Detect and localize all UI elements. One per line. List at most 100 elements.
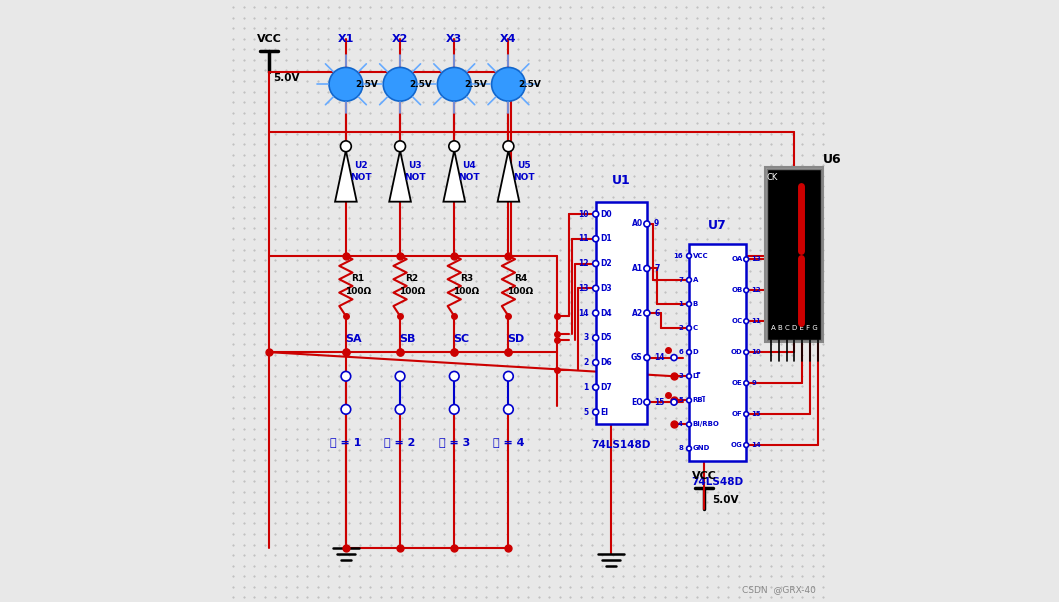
- Text: U2: U2: [354, 161, 367, 170]
- Text: U5: U5: [517, 161, 531, 170]
- Text: 7: 7: [678, 277, 683, 283]
- Text: 74LS148D: 74LS148D: [592, 441, 651, 450]
- Circle shape: [743, 442, 749, 447]
- Text: 100Ω: 100Ω: [399, 288, 425, 296]
- Text: 2.5V: 2.5V: [518, 80, 541, 88]
- Circle shape: [686, 278, 692, 282]
- Text: 键 = 3: 键 = 3: [438, 438, 470, 447]
- Text: 74LS48D: 74LS48D: [692, 477, 743, 486]
- Text: 13: 13: [578, 284, 589, 293]
- Text: R1: R1: [352, 275, 364, 283]
- Text: 3: 3: [584, 334, 589, 343]
- Circle shape: [743, 288, 749, 293]
- Text: RBI̅: RBI̅: [693, 397, 705, 403]
- Circle shape: [686, 422, 692, 427]
- Text: NOT: NOT: [459, 173, 480, 182]
- Circle shape: [671, 399, 677, 405]
- Circle shape: [341, 141, 352, 152]
- Text: 16: 16: [674, 253, 683, 259]
- Bar: [768, 169, 822, 340]
- Text: NOT: NOT: [351, 173, 372, 182]
- Circle shape: [449, 405, 459, 414]
- Text: 2.5V: 2.5V: [464, 80, 487, 88]
- Circle shape: [593, 384, 598, 390]
- Circle shape: [593, 310, 598, 316]
- Text: 100Ω: 100Ω: [453, 288, 480, 296]
- Text: A0: A0: [631, 220, 643, 228]
- Polygon shape: [335, 150, 357, 202]
- Circle shape: [449, 141, 460, 152]
- Text: 键 = 1: 键 = 1: [330, 438, 361, 447]
- Circle shape: [644, 310, 650, 316]
- Text: D1: D1: [600, 234, 611, 243]
- Text: 10: 10: [752, 349, 761, 355]
- Circle shape: [743, 412, 749, 417]
- Text: D6: D6: [600, 358, 611, 367]
- Circle shape: [644, 265, 650, 272]
- Text: A1: A1: [631, 264, 643, 273]
- Text: 3: 3: [678, 373, 683, 379]
- Text: 100Ω: 100Ω: [345, 288, 371, 296]
- Text: 2.5V: 2.5V: [410, 80, 432, 88]
- Circle shape: [743, 319, 749, 324]
- Text: 15: 15: [752, 411, 761, 417]
- Text: SD: SD: [507, 334, 524, 344]
- Text: D7: D7: [600, 383, 612, 392]
- Text: A: A: [693, 277, 698, 283]
- Text: U6: U6: [823, 153, 842, 166]
- Circle shape: [504, 371, 514, 381]
- Text: 11: 11: [752, 318, 761, 324]
- Circle shape: [686, 302, 692, 306]
- Text: 14: 14: [752, 442, 761, 448]
- Text: 11: 11: [578, 234, 589, 243]
- Text: X3: X3: [446, 34, 463, 44]
- Text: D4: D4: [600, 309, 611, 317]
- Circle shape: [504, 405, 514, 414]
- Bar: [596, 202, 647, 424]
- Circle shape: [644, 221, 650, 227]
- Circle shape: [686, 326, 692, 330]
- Text: CSDN  @GRX-40: CSDN @GRX-40: [741, 586, 815, 594]
- Text: OB: OB: [732, 287, 742, 293]
- Circle shape: [395, 405, 405, 414]
- Text: OC: OC: [732, 318, 742, 324]
- Text: VCC: VCC: [257, 34, 282, 44]
- Bar: [689, 244, 747, 461]
- Text: C: C: [693, 325, 698, 331]
- Text: X1: X1: [338, 34, 354, 44]
- Text: U1: U1: [612, 174, 631, 187]
- Text: VCC: VCC: [693, 253, 708, 259]
- Circle shape: [686, 350, 692, 355]
- Circle shape: [593, 335, 598, 341]
- Text: 5.0V: 5.0V: [712, 495, 738, 504]
- Text: 6: 6: [678, 349, 683, 355]
- Circle shape: [395, 371, 405, 381]
- Text: SC: SC: [453, 334, 469, 344]
- Text: CK: CK: [767, 173, 777, 182]
- Text: 9: 9: [752, 380, 756, 386]
- Polygon shape: [498, 150, 519, 202]
- Text: 14: 14: [654, 353, 665, 362]
- Circle shape: [671, 355, 677, 361]
- Text: A2: A2: [631, 309, 643, 317]
- Text: D3: D3: [600, 284, 611, 293]
- Circle shape: [644, 355, 650, 361]
- Text: 键 = 4: 键 = 4: [492, 438, 524, 447]
- Text: OD: OD: [731, 349, 742, 355]
- Text: EI: EI: [600, 408, 608, 417]
- Circle shape: [449, 371, 459, 381]
- Circle shape: [593, 211, 598, 217]
- Circle shape: [593, 285, 598, 291]
- Polygon shape: [444, 150, 465, 202]
- Text: X4: X4: [500, 34, 517, 44]
- Text: GND: GND: [693, 445, 710, 452]
- Circle shape: [593, 261, 598, 267]
- Text: D5: D5: [600, 334, 611, 343]
- Text: NOT: NOT: [513, 173, 535, 182]
- Circle shape: [329, 67, 363, 101]
- Text: U7: U7: [708, 219, 726, 232]
- Text: 5: 5: [584, 408, 589, 417]
- Text: A B C D E F G: A B C D E F G: [771, 325, 818, 331]
- Text: 键 = 2: 键 = 2: [384, 438, 416, 447]
- Text: OE: OE: [732, 380, 742, 386]
